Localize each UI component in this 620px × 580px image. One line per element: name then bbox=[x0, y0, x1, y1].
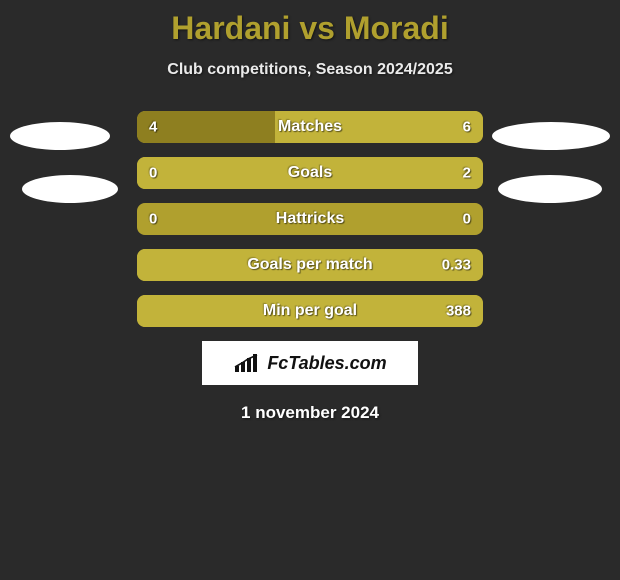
bar-label: Goals bbox=[288, 164, 332, 182]
decorative-ellipse bbox=[492, 122, 610, 150]
bar-right-value: 0.33 bbox=[442, 257, 471, 274]
stat-bars: 4 6 Matches 0 2 Goals 0 0 Hattricks 0.33 Goals per… bbox=[137, 111, 483, 327]
footer-date: 1 november 2024 bbox=[0, 403, 620, 423]
bar-label: Matches bbox=[278, 118, 342, 136]
comparison-title: Hardani vs Moradi bbox=[0, 0, 620, 47]
decorative-ellipse bbox=[498, 175, 602, 203]
bar-left-value: 0 bbox=[149, 165, 157, 182]
bar-right-value: 388 bbox=[446, 303, 471, 320]
bar-left-value: 4 bbox=[149, 119, 157, 136]
footer-logo-text: FcTables.com bbox=[267, 353, 386, 374]
bar-right-value: 0 bbox=[463, 211, 471, 228]
stat-bar: 0.33 Goals per match bbox=[137, 249, 483, 281]
decorative-ellipse bbox=[22, 175, 118, 203]
bar-label: Hattricks bbox=[276, 210, 344, 228]
decorative-ellipse bbox=[10, 122, 110, 150]
bar-left-value: 0 bbox=[149, 211, 157, 228]
stat-bar: 0 2 Goals bbox=[137, 157, 483, 189]
vs-text: vs bbox=[299, 10, 335, 46]
bar-label: Goals per match bbox=[247, 256, 372, 274]
stat-bar: 0 0 Hattricks bbox=[137, 203, 483, 235]
subtitle: Club competitions, Season 2024/2025 bbox=[0, 61, 620, 79]
footer-logo: FcTables.com bbox=[202, 341, 418, 385]
player1-name: Hardani bbox=[171, 10, 290, 46]
player2-name: Moradi bbox=[344, 10, 449, 46]
bar-label: Min per goal bbox=[263, 302, 357, 320]
stat-bar: 388 Min per goal bbox=[137, 295, 483, 327]
bars-icon bbox=[233, 352, 261, 374]
bar-right-value: 2 bbox=[463, 165, 471, 182]
bar-left-fill bbox=[137, 111, 275, 143]
bar-right-value: 6 bbox=[463, 119, 471, 136]
stat-bar: 4 6 Matches bbox=[137, 111, 483, 143]
